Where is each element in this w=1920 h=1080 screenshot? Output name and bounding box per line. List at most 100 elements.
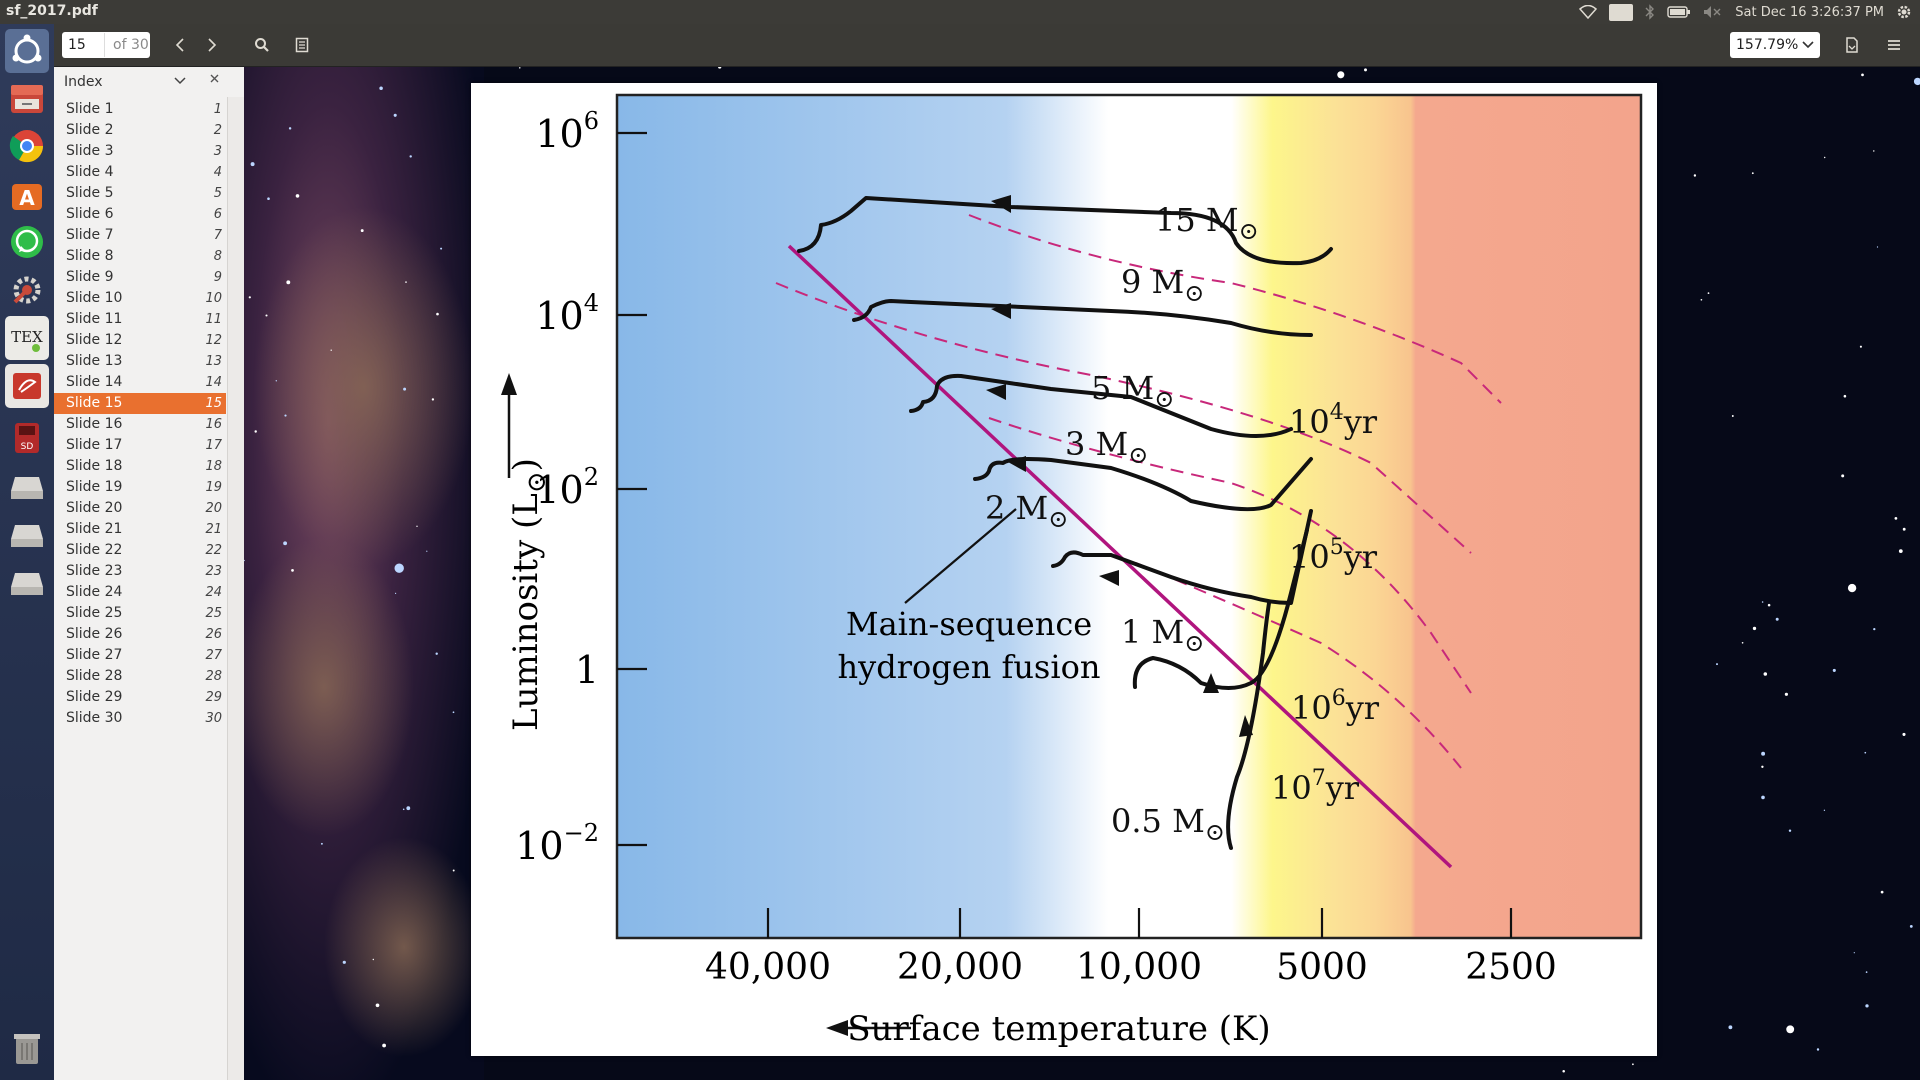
sidebar-item-page-number: 12: [205, 333, 222, 348]
star: [1761, 765, 1764, 768]
star: [320, 842, 323, 845]
sidebar-item-slide[interactable]: Slide 10 10: [54, 288, 226, 309]
software-center-icon[interactable]: A: [5, 172, 49, 216]
sidebar-item-label: Slide 22: [66, 542, 123, 558]
star: [1716, 663, 1718, 666]
y-tick-label: 104: [535, 289, 599, 338]
drive-icon[interactable]: [5, 512, 49, 556]
sidebar-item-slide[interactable]: Slide 24 24: [54, 582, 226, 603]
clock[interactable]: Sat Dec 16 3:26:37 PM: [1735, 4, 1884, 20]
sidebar-item-slide[interactable]: Slide 25 25: [54, 603, 226, 624]
document-icon: [1846, 37, 1858, 53]
sidebar-item-page-number: 13: [205, 354, 222, 369]
sidebar-item-slide[interactable]: Slide 6 6: [54, 204, 226, 225]
next-page-button[interactable]: [198, 32, 226, 58]
x-tick-label: 40,000: [705, 947, 831, 988]
system-settings-icon[interactable]: [5, 268, 49, 312]
sidebar-item-slide[interactable]: Slide 3 3: [54, 141, 226, 162]
sd-card-icon[interactable]: SD: [5, 416, 49, 460]
star: [718, 67, 722, 69]
sidebar-item-slide[interactable]: Slide 20 20: [54, 498, 226, 519]
trash-icon[interactable]: [5, 1026, 49, 1070]
whatsapp-icon[interactable]: [5, 220, 49, 264]
keyboard-layout-indicator[interactable]: En: [1609, 3, 1634, 21]
main-sequence-pointer: [904, 508, 1017, 604]
sidebar-item-slide[interactable]: Slide 12 12: [54, 330, 226, 351]
star: [1841, 474, 1845, 478]
sidebar-mode-dropdown[interactable]: [174, 73, 186, 89]
sidebar-item-slide[interactable]: Slide 29 29: [54, 687, 226, 708]
wifi-icon[interactable]: [1579, 5, 1598, 19]
sidebar-item-slide[interactable]: Slide 4 4: [54, 162, 226, 183]
drive-icon[interactable]: [5, 464, 49, 508]
sidebar-item-slide[interactable]: Slide 21 21: [54, 519, 226, 540]
annotations-button[interactable]: [288, 32, 316, 58]
star: [375, 1003, 380, 1008]
drive-icon[interactable]: [5, 560, 49, 604]
sidebar-item-slide[interactable]: Slide 8 8: [54, 246, 226, 267]
tex-icon[interactable]: TEX: [5, 316, 49, 360]
sidebar-item-label: Slide 13: [66, 353, 123, 369]
star: [452, 711, 455, 714]
chevron-down-icon: [174, 77, 186, 85]
zoom-selector[interactable]: 157.79%: [1730, 32, 1820, 58]
page-number-input[interactable]: [62, 36, 104, 54]
volume-muted-icon[interactable]: [1703, 5, 1723, 19]
sidebar-item-slide[interactable]: Slide 28 28: [54, 666, 226, 687]
menu-button[interactable]: [1880, 32, 1908, 58]
close-sidebar-button[interactable]: [210, 72, 219, 87]
star: [360, 229, 364, 233]
sidebar-item-slide[interactable]: Slide 7 7: [54, 225, 226, 246]
star: [254, 430, 257, 433]
sidebar-item-label: Slide 10: [66, 290, 123, 306]
x-tick-label: 10,000: [1076, 947, 1202, 988]
battery-icon[interactable]: [1667, 5, 1691, 19]
files-icon[interactable]: [5, 76, 49, 120]
sidebar-item-slide[interactable]: Slide 30 30: [54, 708, 226, 729]
star: [1853, 952, 1855, 954]
document-viewer-icon[interactable]: [5, 364, 49, 408]
sidebar-item-slide[interactable]: Slide 27 27: [54, 645, 226, 666]
star: [1880, 890, 1884, 894]
sidebar-item-slide[interactable]: Slide 14 14: [54, 372, 226, 393]
sidebar-item-page-number: 16: [205, 417, 222, 432]
sidebar-scrollbar[interactable]: [227, 97, 244, 1080]
sidebar-item-slide[interactable]: Slide 17 17: [54, 435, 226, 456]
settings-gear-icon[interactable]: [1896, 4, 1912, 20]
print-save-button[interactable]: [1838, 32, 1866, 58]
star: [1865, 971, 1868, 973]
sidebar-item-slide[interactable]: Slide 5 5: [54, 183, 226, 204]
previous-page-button[interactable]: [166, 32, 194, 58]
sidebar-item-page-number: 4: [213, 165, 222, 180]
star: [342, 960, 346, 964]
star: [1847, 583, 1857, 593]
sidebar-item-label: Slide 20: [66, 500, 123, 516]
star: [452, 869, 455, 872]
sidebar-item-slide[interactable]: Slide 26 26: [54, 624, 226, 645]
sidebar-item-slide[interactable]: Slide 11 11: [54, 309, 226, 330]
track-2: [1051, 509, 1313, 605]
sidebar-item-page-number: 24: [205, 585, 222, 600]
sidebar-item-slide[interactable]: Slide 16 16: [54, 414, 226, 435]
find-button[interactable]: [248, 32, 276, 58]
notes-icon: [295, 37, 309, 53]
star: [403, 387, 407, 391]
mass-label-15: 15 M⊙: [1155, 201, 1259, 245]
star: [1632, 1063, 1634, 1066]
sidebar-item-slide[interactable]: Slide 13 13: [54, 351, 226, 372]
close-icon: [210, 74, 219, 83]
sidebar-item-page-number: 20: [205, 501, 222, 516]
sidebar-item-page-number: 3: [213, 144, 222, 159]
sidebar-item-slide[interactable]: Slide 22 22: [54, 540, 226, 561]
sidebar-item-slide[interactable]: Slide 23 23: [54, 561, 226, 582]
sidebar-item-slide[interactable]: Slide 19 19: [54, 477, 226, 498]
chevron-left-icon: [175, 38, 184, 52]
sidebar-item-slide[interactable]: Slide 9 9: [54, 267, 226, 288]
sidebar-item-slide[interactable]: Slide 2 2: [54, 120, 226, 141]
bluetooth-icon[interactable]: [1645, 4, 1655, 20]
chrome-icon[interactable]: [5, 124, 49, 168]
sidebar-item-slide[interactable]: Slide 18 18: [54, 456, 226, 477]
ubuntu-dash-icon[interactable]: [5, 29, 49, 73]
sidebar-item-slide[interactable]: Slide 15 15: [54, 393, 226, 414]
sidebar-item-slide[interactable]: Slide 1 1: [54, 99, 226, 120]
